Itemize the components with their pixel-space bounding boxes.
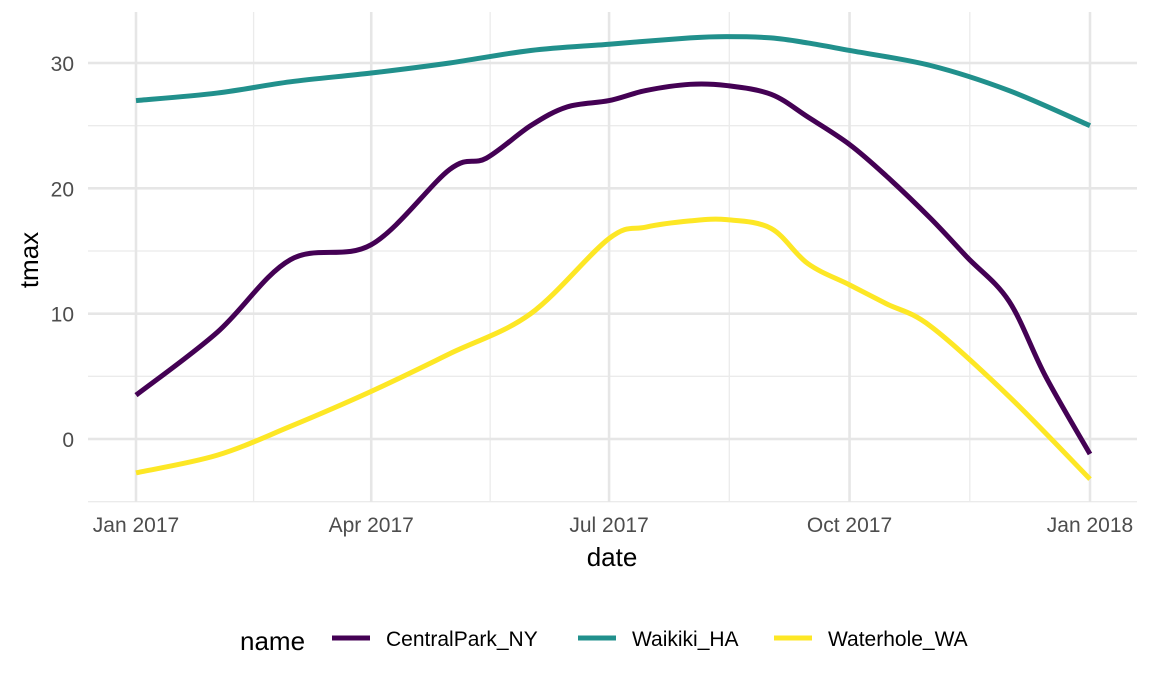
legend-label: CentralPark_NY xyxy=(386,628,538,651)
x-tick-label: Jan 2018 xyxy=(1047,514,1133,537)
series-lines xyxy=(134,34,1093,481)
y-tick-label: 30 xyxy=(51,53,74,76)
series-line-centralpark-ny xyxy=(134,81,1093,456)
series-line-waterhole-wa xyxy=(135,216,1092,481)
y-tick-label: 0 xyxy=(62,429,74,452)
x-tick-label: Oct 2017 xyxy=(807,514,892,537)
x-tick-labels: Jan 2017 Apr 2017 Jul 2017 Oct 2017 Jan 2018 xyxy=(93,514,1133,537)
y-tick-labels: 0 10 20 30 xyxy=(51,53,74,452)
legend-label: Waterhole_WA xyxy=(828,628,968,651)
x-axis-label: date xyxy=(587,542,638,572)
y-tick-label: 10 xyxy=(51,304,74,327)
major-gridlines xyxy=(88,12,1137,502)
series-line-waikiki-ha xyxy=(135,34,1091,128)
legend-label: Waikiki_HA xyxy=(632,628,739,651)
x-tick-label: Apr 2017 xyxy=(329,514,414,537)
x-tick-label: Jul 2017 xyxy=(569,514,648,537)
minor-gridlines xyxy=(88,12,1137,503)
x-tick-label: Jan 2017 xyxy=(93,514,179,537)
y-tick-label: 20 xyxy=(51,178,74,201)
y-axis-label: tmax xyxy=(14,232,44,288)
legend-title: name xyxy=(240,626,305,656)
legend: name CentralPark_NY Waikiki_HA Waterhole_W… xyxy=(240,626,968,656)
